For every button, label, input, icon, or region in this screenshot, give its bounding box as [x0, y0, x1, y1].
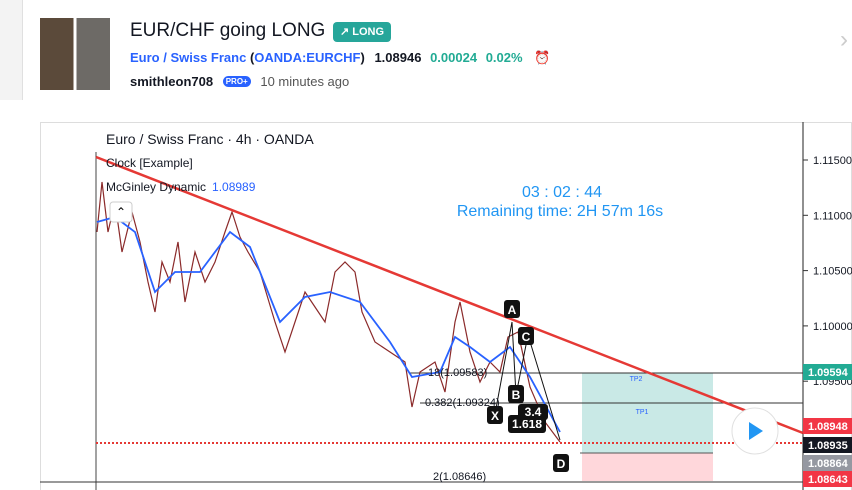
play-icon [749, 422, 763, 440]
alarm-icon[interactable]: ⏰ [534, 50, 551, 65]
instrument[interactable]: Euro / Swiss Franc [130, 50, 247, 65]
point-label: B [512, 388, 521, 402]
price-path [96, 181, 561, 443]
price-tag-label: 1.08643 [808, 474, 848, 486]
chart: ⌃ Euro / Swiss Franc · 4h · OANDA Clock … [40, 122, 852, 490]
indicator-name: McGinley Dynamic [106, 180, 206, 194]
price-tag-label: 1.08948 [808, 421, 848, 433]
idea-title[interactable]: EUR/CHF going LONG [130, 20, 326, 41]
next-chevron[interactable]: › [840, 26, 848, 53]
price-tag-label: 1.08935 [808, 440, 848, 452]
symbol-line: Euro / Swiss Franc (OANDA:EURCHF) 1.0894… [130, 50, 550, 66]
badge-text: LONG [352, 26, 385, 38]
point-box [518, 327, 534, 345]
tp-label: TP1 [636, 409, 649, 416]
pro-badge: PRO+ [222, 76, 251, 87]
countdown: 03 : 02 : 44 [522, 184, 602, 201]
axis-label: 1.10500 [813, 266, 852, 278]
chart-frame [40, 122, 852, 490]
paren: ( [249, 50, 255, 65]
point-label: C [522, 330, 531, 344]
axis-label: 1.11000 [813, 210, 852, 222]
price-tag [803, 455, 852, 471]
point-label: D [557, 457, 566, 471]
avatar[interactable] [40, 18, 110, 90]
ratio: 1.618 [512, 417, 542, 431]
author[interactable]: smithleon708 [130, 74, 214, 89]
price-tag [803, 437, 852, 453]
fib-label: 0.382(1.09324) [425, 397, 500, 409]
chart-legend-title: Euro / Swiss Franc · 4h · OANDA [106, 131, 314, 147]
pattern-points: AC BX D [487, 300, 569, 472]
price-tags: 1.09594 1.08948 1.08935 1.08864 1.08643 [803, 364, 852, 487]
fib-label: 2(1.08646) [433, 471, 486, 483]
point-box [487, 406, 503, 424]
point-box [508, 385, 524, 403]
tp-label: TP2 [630, 376, 643, 383]
profit-zone [582, 373, 713, 453]
left-rail [0, 0, 23, 100]
point-label: A [508, 303, 517, 317]
change-pct: 0.02% [485, 50, 523, 65]
point-label: X [491, 409, 499, 423]
price-tag-label: 1.09594 [808, 367, 849, 379]
point-box [504, 300, 520, 318]
ratio: 3.4 [525, 405, 542, 419]
point-box [553, 454, 569, 472]
indicator-label: Clock [Example] [106, 156, 193, 170]
price-tag [803, 364, 852, 380]
paren: ) [360, 50, 365, 65]
fib-label: 18(1.09583) [428, 367, 487, 379]
time: 10 minutes ago [260, 74, 350, 89]
axis-label: 1.11500 [813, 155, 852, 167]
symbol[interactable]: OANDA:EURCHF [254, 50, 361, 65]
price-tag-label: 1.08864 [808, 458, 849, 470]
price-tag [803, 418, 852, 434]
trendline [95, 155, 804, 435]
collapse-button[interactable] [109, 201, 133, 223]
ratio-box [518, 404, 548, 420]
indicator-label: McGinley Dynamic 1.08989 [106, 180, 256, 194]
author-line: smithleon708 PRO+ 10 minutes ago [130, 74, 349, 89]
change: 0.00024 [430, 50, 478, 65]
remaining-time: Remaining time: 2H 57m 16s [457, 203, 663, 220]
price: 1.08946 [374, 50, 422, 65]
loss-zone [582, 453, 713, 481]
mcginley-line [96, 216, 561, 433]
collapse-icon: ⌃ [116, 205, 126, 219]
price-tag [803, 471, 852, 487]
axis-label: 1.10000 [813, 321, 852, 333]
long-badge: ↗ LONG [333, 22, 392, 42]
indicator-value: 1.08989 [212, 180, 256, 194]
